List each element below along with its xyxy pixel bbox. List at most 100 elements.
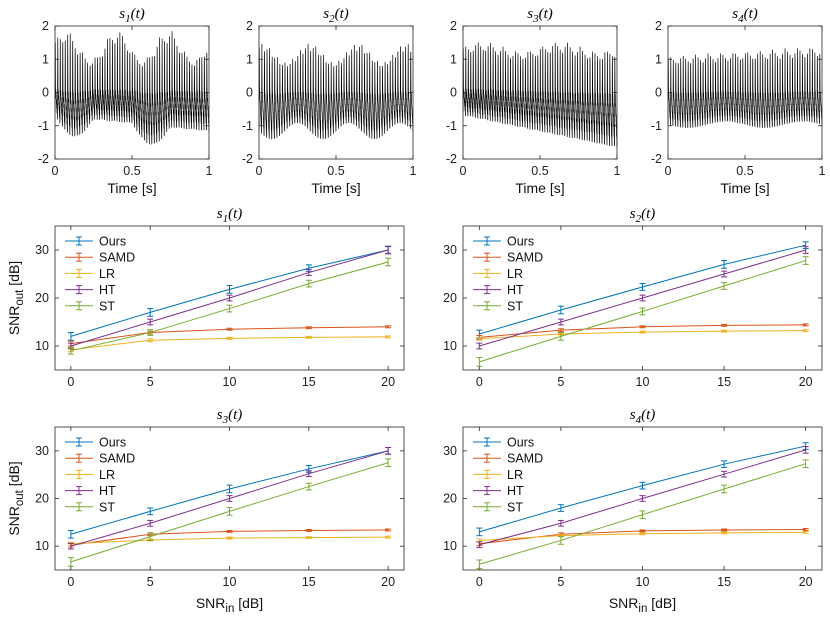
- legend-label: ST: [507, 299, 523, 313]
- y-tick-label: 20: [35, 291, 49, 305]
- series-st: [476, 459, 809, 570]
- y-tick-label: -2: [651, 152, 662, 166]
- y-tick-label: 2: [450, 19, 457, 33]
- series-st: [67, 257, 392, 355]
- y-tick-label: 30: [35, 444, 49, 458]
- y-tick-label: 1: [42, 52, 49, 66]
- signal-line: [667, 48, 823, 129]
- y-axis-label: SNRout [dB]: [6, 261, 26, 335]
- snr-plot-3: 0 5 10 15 20 10 20 30 s3(t) Ours SAMD LR HT ST SNRout …: [6, 407, 405, 615]
- y-tick-label: 2: [42, 19, 49, 33]
- y-tick-label: -1: [651, 119, 662, 133]
- signal-plot-3: 0 0.5 1 -2 -1 0 1 2 s3(t) Time [s]: [446, 6, 621, 196]
- x-tick-label: 20: [381, 375, 395, 389]
- legend-label: SAMD: [507, 452, 543, 466]
- series-ht: [67, 245, 392, 350]
- signal-plot-1: 0 0.5 1 -2 -1 0 1 2 s1(t) Time [s]: [38, 6, 213, 196]
- y-tick-label: 10: [443, 339, 457, 353]
- x-tick-label: 0.5: [327, 164, 344, 178]
- series-ht: [476, 246, 809, 350]
- x-tick-label: 10: [223, 375, 237, 389]
- y-tick-label: 10: [443, 539, 457, 553]
- y-tick-label: 20: [443, 492, 457, 506]
- series-ours: [476, 442, 809, 537]
- legend-label: Ours: [507, 436, 534, 450]
- x-tick-label: 10: [636, 575, 650, 589]
- legend-label: Ours: [99, 235, 126, 249]
- x-tick-label: 0: [52, 164, 59, 178]
- legend-label: HT: [99, 283, 116, 297]
- series-st: [476, 256, 809, 367]
- y-tick-label: 10: [35, 539, 49, 553]
- plot-title: s1(t): [217, 206, 243, 225]
- legend-label: LR: [507, 468, 523, 482]
- legend-label: ST: [99, 299, 115, 313]
- series-lr: [67, 335, 392, 353]
- x-tick-label: 5: [557, 575, 564, 589]
- legend: Ours SAMD LR HT ST: [473, 235, 543, 313]
- legend: Ours SAMD LR HT ST: [65, 235, 135, 313]
- legend: Ours SAMD LR HT ST: [473, 436, 543, 514]
- legend-label: LR: [99, 267, 115, 281]
- x-tick-label: 5: [557, 375, 564, 389]
- x-tick-label: 20: [799, 575, 813, 589]
- y-tick-label: 10: [35, 339, 49, 353]
- legend-label: Ours: [99, 436, 126, 450]
- x-tick-label: 1: [410, 164, 417, 178]
- legend-label: LR: [507, 267, 523, 281]
- x-tick-label: 0: [476, 375, 483, 389]
- legend-label: SAMD: [99, 251, 135, 265]
- plot-title: s1(t): [119, 6, 145, 25]
- x-tick-label: 15: [717, 575, 731, 589]
- signal-line: [462, 42, 618, 147]
- x-tick-label: 10: [636, 375, 650, 389]
- y-tick-label: -1: [446, 119, 457, 133]
- series-samd: [67, 325, 392, 347]
- signal-line: [258, 43, 414, 140]
- y-axis-label: SNRout [dB]: [6, 461, 26, 535]
- legend-label: HT: [99, 484, 116, 498]
- snr-plot-2: 0 5 10 15 20 10 20 30 s2(t) Ours SAMD LR HT ST: [443, 206, 823, 389]
- x-tick-label: 0.5: [531, 164, 548, 178]
- snr-plot-1: 0 5 10 15 20 10 20 30 s1(t) Ours SAMD LR HT ST SNRout …: [6, 206, 405, 389]
- legend-label: ST: [507, 500, 523, 514]
- y-tick-label: 0: [246, 86, 253, 100]
- x-tick-label: 5: [147, 375, 154, 389]
- x-tick-label: 0: [67, 375, 74, 389]
- series-ht: [476, 446, 809, 549]
- y-tick-label: 30: [443, 243, 457, 257]
- x-axis-label: SNRin [dB]: [609, 595, 676, 615]
- series-st: [67, 458, 392, 567]
- x-tick-label: 1: [206, 164, 213, 178]
- x-tick-label: 15: [302, 575, 316, 589]
- series-samd: [476, 528, 809, 547]
- series-lr: [476, 329, 809, 341]
- y-tick-label: -1: [38, 119, 49, 133]
- plot-title: s4(t): [732, 6, 758, 25]
- y-tick-label: -1: [242, 119, 253, 133]
- x-tick-label: 0: [460, 164, 467, 178]
- plot-title: s2(t): [630, 206, 656, 225]
- series-ht: [67, 446, 392, 550]
- x-axis-label: Time [s]: [311, 180, 360, 196]
- y-tick-label: 0: [450, 86, 457, 100]
- y-tick-label: 0: [42, 86, 49, 100]
- snr-plot-4: 0 5 10 15 20 10 20 30 s4(t) Ours SAMD LR HT ST SNRin […: [443, 407, 823, 615]
- y-tick-label: 0: [655, 86, 662, 100]
- plot-title: s2(t): [323, 6, 349, 25]
- y-tick-label: 30: [35, 243, 49, 257]
- legend-label: LR: [99, 468, 115, 482]
- x-axis-label: Time [s]: [107, 180, 156, 196]
- signal-plot-2: 0 0.5 1 -2 -1 0 1 2 s2(t) Time [s]: [242, 6, 417, 196]
- signal-plot-4: 0 0.5 1 -2 -1 0 1 2 s4(t) Time [s]: [651, 6, 826, 196]
- x-tick-label: 0: [665, 164, 672, 178]
- y-tick-label: 1: [246, 52, 253, 66]
- x-tick-label: 1: [614, 164, 621, 178]
- x-tick-label: 5: [147, 575, 154, 589]
- y-tick-label: 1: [655, 52, 662, 66]
- x-tick-label: 0.5: [736, 164, 753, 178]
- x-tick-label: 15: [302, 375, 316, 389]
- signal-line: [54, 31, 210, 145]
- y-tick-label: -2: [446, 152, 457, 166]
